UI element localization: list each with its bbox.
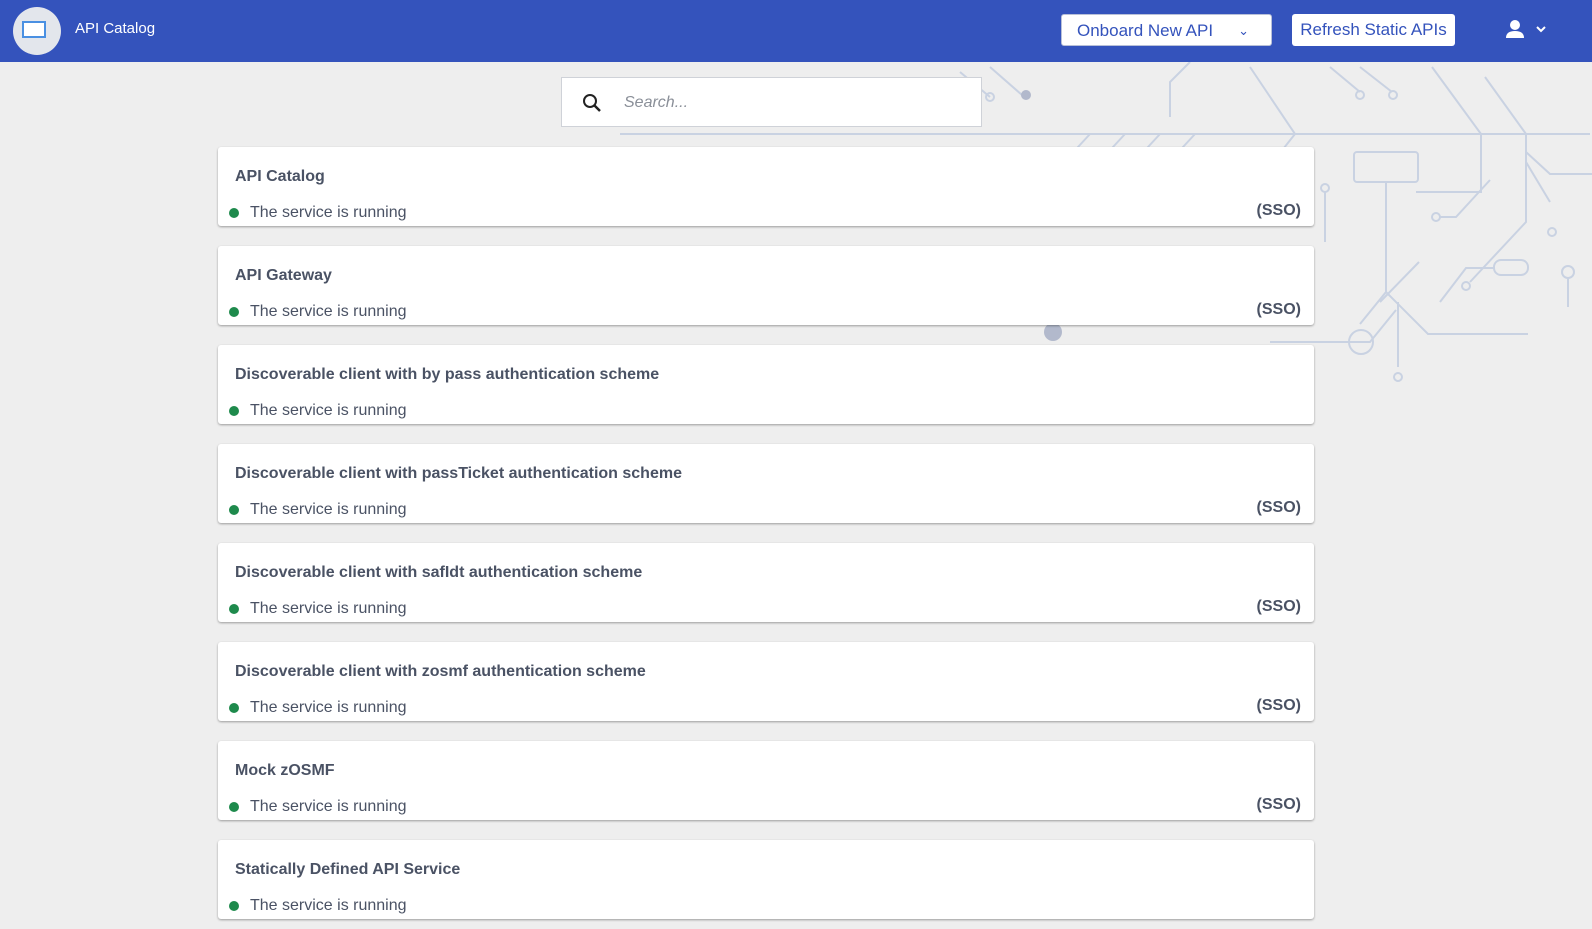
sso-badge: (SSO) (1256, 499, 1301, 516)
search-icon (583, 94, 601, 112)
service-title: Discoverable client with zosmf authentic… (235, 663, 646, 680)
sso-badge: (SSO) (1256, 598, 1301, 615)
service-status: The service is running (250, 600, 407, 617)
status-running-icon (229, 703, 239, 713)
status-running-icon (229, 802, 239, 812)
service-title: Statically Defined API Service (235, 861, 461, 878)
refresh-static-apis-button[interactable]: Refresh Static APIs (1292, 14, 1455, 46)
onboard-new-api-button[interactable]: Onboard New API ⌄ (1061, 14, 1272, 46)
search-box[interactable] (561, 77, 982, 127)
service-card[interactable]: Mock zOSMF The service is running (SSO) (218, 741, 1314, 820)
service-status: The service is running (250, 402, 407, 419)
user-icon (1506, 20, 1546, 38)
status-running-icon (229, 604, 239, 614)
service-status: The service is running (250, 699, 407, 716)
service-status: The service is running (250, 798, 407, 815)
status-running-icon (229, 307, 239, 317)
api-catalog-logo[interactable] (13, 7, 61, 55)
status-running-icon (229, 505, 239, 515)
service-title: API Catalog (235, 168, 325, 185)
service-card[interactable]: API Gateway The service is running (SSO) (218, 246, 1314, 325)
service-title: Discoverable client with by pass authent… (235, 366, 660, 383)
service-title: Mock zOSMF (235, 762, 335, 779)
top-bar: API Catalog Onboard New API ⌄ Refresh St… (0, 0, 1592, 62)
service-card[interactable]: Discoverable client with safIdt authenti… (218, 543, 1314, 622)
logo-icon (22, 21, 46, 38)
service-title: Discoverable client with passTicket auth… (235, 465, 682, 482)
onboard-label: Onboard New API (1077, 21, 1214, 40)
status-running-icon (229, 208, 239, 218)
status-running-icon (229, 901, 239, 911)
service-status: The service is running (250, 303, 407, 320)
status-running-icon (229, 406, 239, 416)
service-title: API Gateway (235, 267, 332, 284)
service-card[interactable]: Statically Defined API Service The servic… (218, 840, 1314, 919)
service-status: The service is running (250, 204, 407, 221)
service-title: Discoverable client with safIdt authenti… (235, 564, 643, 581)
app-title: API Catalog (75, 20, 156, 37)
service-status: The service is running (250, 501, 407, 518)
sso-badge: (SSO) (1256, 301, 1301, 318)
circuit-background (620, 62, 1592, 382)
user-menu[interactable] (1504, 18, 1552, 44)
service-card[interactable]: Discoverable client with zosmf authentic… (218, 642, 1314, 721)
sso-badge: (SSO) (1256, 796, 1301, 813)
sso-badge: (SSO) (1256, 697, 1301, 714)
service-card[interactable]: Discoverable client with by pass authent… (218, 345, 1314, 424)
chevron-down-icon: ⌄ (1238, 23, 1249, 38)
service-card[interactable]: Discoverable client with passTicket auth… (218, 444, 1314, 523)
search-input[interactable] (622, 90, 962, 116)
service-card[interactable]: API Catalog The service is running (SSO) (218, 147, 1314, 226)
service-status: The service is running (250, 897, 407, 914)
sso-badge: (SSO) (1256, 202, 1301, 219)
